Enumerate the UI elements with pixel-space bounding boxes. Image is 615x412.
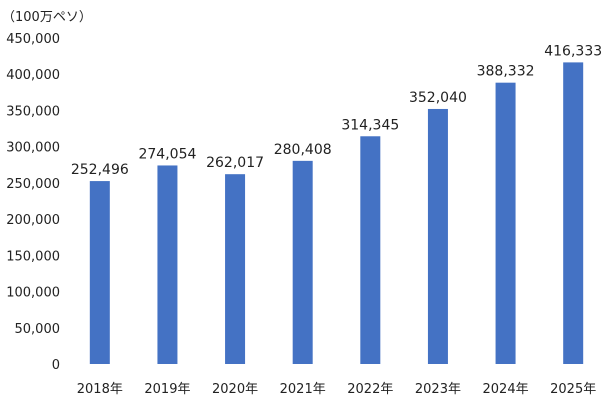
- y-tick-label: 350,000: [6, 104, 60, 119]
- x-tick-label: 2025年: [550, 382, 596, 397]
- bar: [563, 62, 584, 365]
- bar-value-label: 314,345: [341, 117, 399, 133]
- bar: [157, 165, 178, 364]
- bar-value-label: 352,040: [409, 90, 467, 106]
- bar-value-label: 262,017: [206, 155, 264, 171]
- bar-value-label: 416,333: [544, 43, 602, 59]
- bar: [427, 108, 448, 364]
- y-axis-ticks: 0 50,000 100,000 150,000 200,000 250,000 300,0…: [6, 32, 60, 373]
- y-tick-label: 100,000: [6, 286, 60, 301]
- y-tick-label: 0: [52, 358, 60, 373]
- bar: [225, 174, 246, 364]
- x-axis-labels: 2018年 2019年 2020年 2021年 2022年 2023年 2024年 2025年: [77, 382, 596, 397]
- bars: [89, 62, 584, 365]
- y-tick-label: 300,000: [6, 141, 60, 156]
- x-tick-label: 2018年: [77, 382, 123, 397]
- bar-value-label: 252,496: [71, 162, 129, 178]
- bar-value-label: 274,054: [138, 146, 196, 162]
- data-labels: 252,496 274,054 262,017 280,408 314,345 352,0…: [71, 43, 602, 178]
- y-tick-label: 450,000: [6, 32, 60, 47]
- x-tick-label: 2022年: [347, 382, 393, 397]
- bar-value-label: 388,332: [477, 64, 535, 80]
- y-tick-label: 250,000: [6, 177, 60, 192]
- x-tick-label: 2021年: [280, 382, 326, 397]
- bar-value-label: 280,408: [274, 142, 332, 158]
- y-tick-label: 50,000: [15, 322, 61, 337]
- y-tick-label: 150,000: [6, 249, 60, 264]
- bar: [89, 181, 110, 364]
- bar: [495, 82, 516, 364]
- x-tick-label: 2019年: [144, 382, 190, 397]
- x-tick-label: 2023年: [415, 382, 461, 397]
- bar: [360, 136, 381, 364]
- y-tick-label: 400,000: [6, 68, 60, 83]
- y-axis-unit-label: （100万ペソ）: [2, 10, 92, 25]
- x-tick-label: 2020年: [212, 382, 258, 397]
- y-tick-label: 200,000: [6, 213, 60, 228]
- x-tick-label: 2024年: [483, 382, 529, 397]
- bar: [292, 160, 313, 364]
